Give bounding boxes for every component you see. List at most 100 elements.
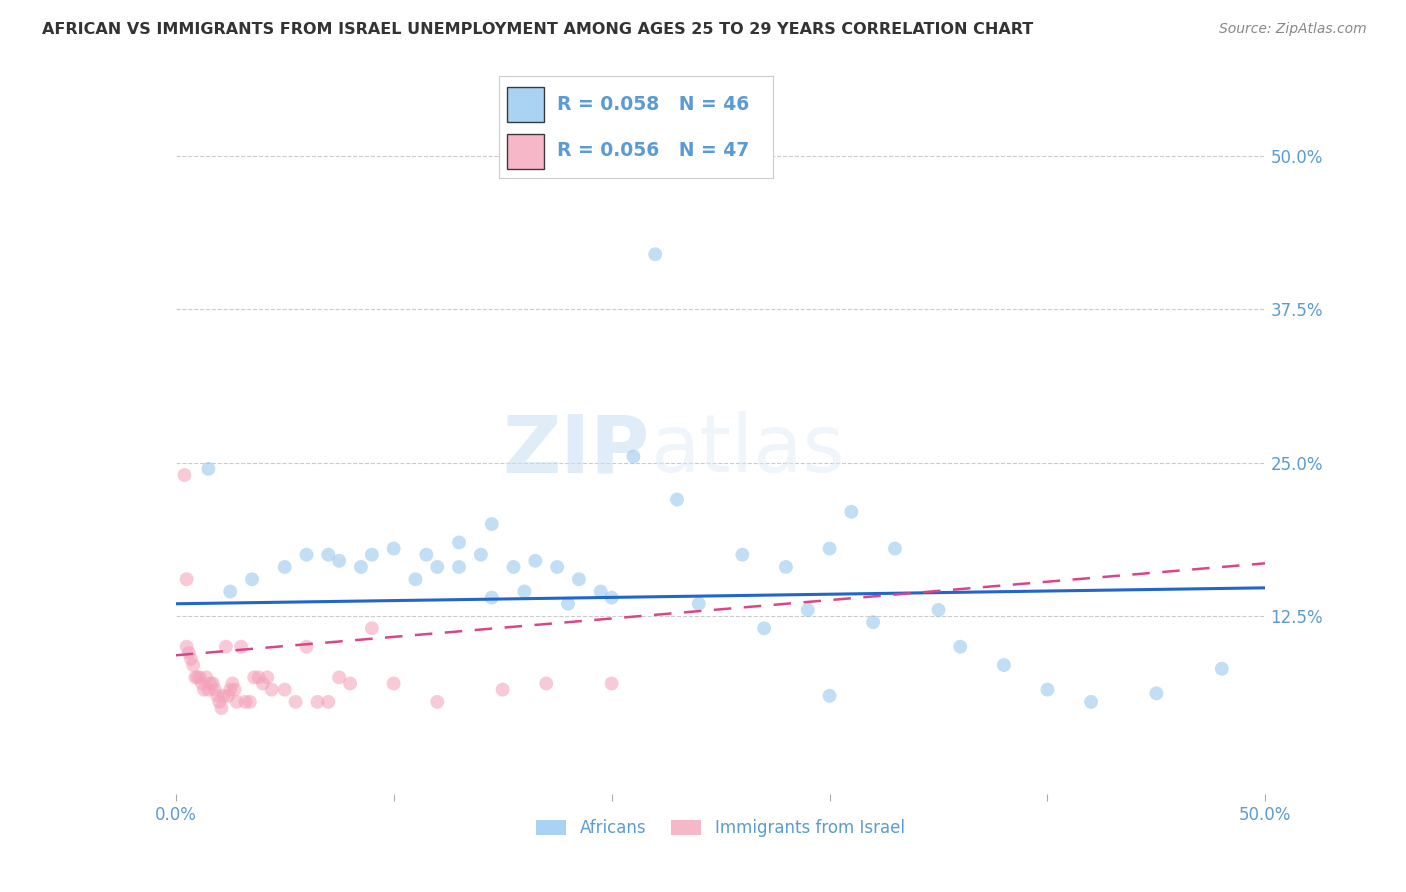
Point bbox=[177, 646, 200, 660]
Point bbox=[644, 247, 666, 261]
Point bbox=[260, 682, 283, 697]
Point bbox=[589, 584, 612, 599]
Point bbox=[176, 640, 198, 654]
Point bbox=[328, 670, 350, 684]
Point bbox=[193, 682, 215, 697]
Point bbox=[215, 640, 238, 654]
Legend: Africans, Immigrants from Israel: Africans, Immigrants from Israel bbox=[530, 813, 911, 844]
Point bbox=[328, 554, 350, 568]
Point bbox=[197, 462, 219, 476]
Point bbox=[191, 676, 214, 690]
Point bbox=[186, 670, 209, 684]
Point bbox=[295, 640, 318, 654]
Text: ZIP: ZIP bbox=[502, 411, 650, 490]
Point bbox=[180, 652, 202, 666]
Point bbox=[666, 492, 689, 507]
Point bbox=[231, 640, 253, 654]
Point bbox=[1211, 662, 1233, 676]
Point bbox=[426, 695, 449, 709]
Point bbox=[382, 541, 405, 556]
Point bbox=[688, 597, 710, 611]
Point bbox=[274, 682, 297, 697]
Text: R = 0.056   N = 47: R = 0.056 N = 47 bbox=[557, 141, 749, 160]
Point bbox=[339, 676, 361, 690]
Point bbox=[481, 517, 503, 532]
Point bbox=[600, 591, 623, 605]
Point bbox=[184, 670, 207, 684]
Point bbox=[360, 621, 382, 635]
FancyBboxPatch shape bbox=[508, 87, 544, 122]
Point bbox=[775, 560, 797, 574]
Point bbox=[295, 548, 318, 562]
Point bbox=[568, 572, 591, 586]
Point bbox=[405, 572, 427, 586]
Point bbox=[928, 603, 950, 617]
Point bbox=[224, 682, 246, 697]
Point bbox=[534, 676, 557, 690]
Point bbox=[796, 603, 818, 617]
Point bbox=[600, 676, 623, 690]
Text: atlas: atlas bbox=[650, 411, 844, 490]
Point bbox=[307, 695, 329, 709]
Point bbox=[219, 584, 242, 599]
Point bbox=[235, 695, 257, 709]
FancyBboxPatch shape bbox=[508, 135, 544, 169]
Point bbox=[818, 689, 841, 703]
Text: R = 0.058   N = 46: R = 0.058 N = 46 bbox=[557, 95, 749, 113]
Point bbox=[481, 591, 503, 605]
Point bbox=[284, 695, 307, 709]
Point bbox=[818, 541, 841, 556]
Point bbox=[754, 621, 776, 635]
Point bbox=[513, 584, 536, 599]
Point bbox=[212, 689, 235, 703]
Point bbox=[200, 676, 222, 690]
Point bbox=[949, 640, 972, 654]
Point bbox=[197, 682, 219, 697]
Point bbox=[247, 670, 270, 684]
Point bbox=[256, 670, 278, 684]
Point bbox=[492, 682, 515, 697]
Point bbox=[204, 682, 226, 697]
Point bbox=[546, 560, 568, 574]
Point bbox=[557, 597, 579, 611]
Point bbox=[239, 695, 262, 709]
Point bbox=[1144, 686, 1167, 700]
Point bbox=[447, 535, 470, 549]
Point bbox=[221, 676, 243, 690]
Point bbox=[841, 505, 863, 519]
Point bbox=[225, 695, 247, 709]
Point bbox=[426, 560, 449, 574]
Point bbox=[350, 560, 373, 574]
Point bbox=[205, 689, 228, 703]
Point bbox=[219, 682, 242, 697]
Point bbox=[621, 450, 644, 464]
Text: AFRICAN VS IMMIGRANTS FROM ISRAEL UNEMPLOYMENT AMONG AGES 25 TO 29 YEARS CORRELA: AFRICAN VS IMMIGRANTS FROM ISRAEL UNEMPL… bbox=[42, 22, 1033, 37]
Point bbox=[382, 676, 405, 690]
Point bbox=[502, 560, 524, 574]
Point bbox=[524, 554, 547, 568]
Point bbox=[470, 548, 492, 562]
Point bbox=[318, 695, 340, 709]
Point bbox=[360, 548, 382, 562]
Point bbox=[211, 701, 233, 715]
Point bbox=[884, 541, 907, 556]
Point bbox=[176, 572, 198, 586]
Point bbox=[862, 615, 884, 630]
Point bbox=[447, 560, 470, 574]
Point bbox=[181, 658, 204, 673]
Point bbox=[188, 670, 211, 684]
Point bbox=[274, 560, 297, 574]
Point bbox=[1080, 695, 1102, 709]
Point bbox=[731, 548, 754, 562]
Point bbox=[993, 658, 1015, 673]
Text: Source: ZipAtlas.com: Source: ZipAtlas.com bbox=[1219, 22, 1367, 37]
Point bbox=[252, 676, 274, 690]
Point bbox=[208, 695, 231, 709]
Point bbox=[243, 670, 266, 684]
Point bbox=[195, 670, 218, 684]
Point bbox=[1036, 682, 1059, 697]
Point bbox=[318, 548, 340, 562]
Point bbox=[240, 572, 263, 586]
Point bbox=[201, 676, 224, 690]
Point bbox=[217, 689, 239, 703]
